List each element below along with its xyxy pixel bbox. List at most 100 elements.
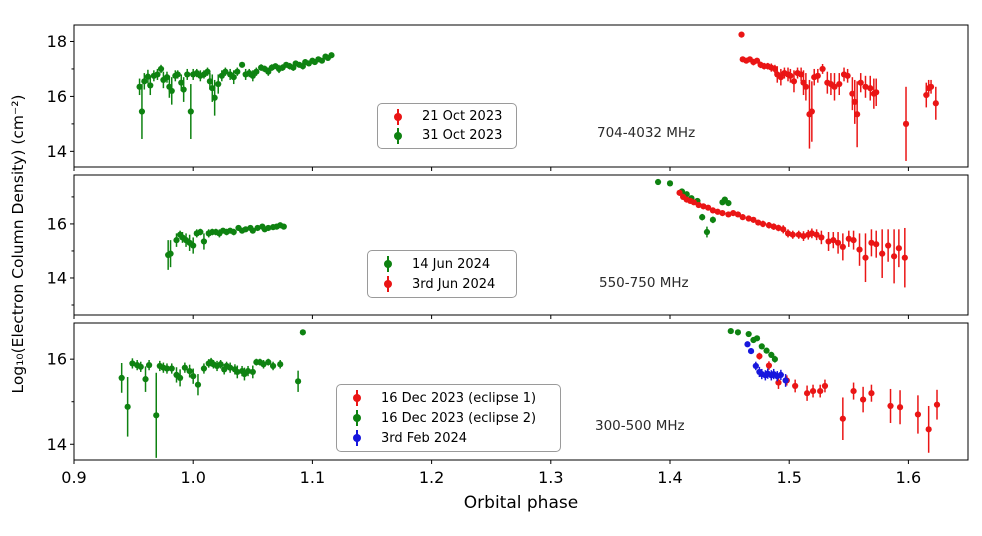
data-point: [780, 226, 787, 233]
x-tick-label: 1.3: [538, 468, 563, 487]
data-point: [294, 378, 302, 385]
legend-label: 31 Oct 2023: [422, 128, 503, 143]
data-point: [709, 216, 717, 223]
data-point: [277, 361, 284, 368]
data-point: [144, 73, 152, 80]
data-point: [868, 239, 875, 246]
data-point: [895, 245, 902, 252]
legend-label: 3rd Jun 2024: [412, 276, 496, 292]
data-point: [168, 365, 175, 372]
data-point: [725, 200, 732, 207]
data-point: [690, 199, 697, 206]
data-point: [118, 374, 125, 381]
data-point: [775, 224, 782, 232]
data-point: [705, 204, 712, 211]
data-point: [745, 330, 752, 338]
data-point: [857, 79, 864, 86]
data-point: [695, 201, 702, 209]
data-point: [739, 214, 746, 221]
data-point: [759, 220, 767, 228]
data-point: [197, 228, 204, 236]
y-tick-label: 14: [47, 435, 67, 454]
data-point: [753, 57, 761, 64]
data-point: [234, 68, 241, 75]
data-point: [768, 351, 775, 359]
band-label-bottom: 300-500 MHz: [595, 418, 685, 434]
data-point: [280, 223, 287, 230]
data-point: [831, 83, 838, 90]
legend-errorbar-marker-icon: [351, 409, 363, 427]
data-point: [136, 83, 143, 90]
series-14-jun-2024: [165, 178, 732, 270]
data-point: [860, 396, 867, 403]
data-point: [849, 90, 856, 97]
data-point: [230, 228, 237, 236]
data-point: [190, 373, 197, 380]
data-point: [222, 68, 229, 75]
data-point: [190, 242, 197, 249]
data-point: [887, 402, 894, 410]
data-point: [209, 85, 216, 92]
data-point: [215, 80, 222, 88]
data-point: [218, 72, 225, 79]
data-point: [328, 52, 335, 59]
y-tick-label: 16: [47, 350, 67, 369]
data-point: [138, 108, 146, 115]
legend-errorbar-marker-icon: [351, 389, 363, 407]
band-label-middle: 550-750 MHz: [599, 275, 689, 291]
legend-label: 21 Oct 2023: [422, 109, 503, 124]
data-point: [821, 382, 829, 390]
data-point: [176, 374, 184, 381]
data-point: [734, 211, 742, 218]
data-point: [700, 203, 707, 210]
series-16-dec-2023-eclipse-2: [118, 327, 778, 458]
data-point: [802, 83, 809, 90]
data-point: [825, 238, 832, 245]
data-point: [249, 368, 256, 376]
data-point: [157, 65, 165, 73]
data-point: [901, 254, 908, 261]
data-point: [168, 87, 175, 95]
data-point: [129, 360, 136, 367]
panel-bottom: 0.9 1.0 1.1 1.2 1.3 1.4 1.5 1.6 14 16: [47, 322, 969, 487]
legend-marker-dot: [394, 112, 402, 121]
legend-label: 14 Jun 2024: [412, 256, 491, 272]
data-point: [154, 71, 161, 78]
data-point: [753, 335, 761, 342]
data-point: [178, 79, 185, 86]
data-point: [755, 219, 762, 226]
legend-errorbar-marker-icon: [351, 429, 363, 447]
data-point: [318, 57, 326, 64]
legend-panel-top: 21 Oct 2023 31 Oct 2023: [377, 103, 517, 149]
y-tick-label: 16: [47, 87, 67, 106]
data-point: [792, 382, 799, 390]
legend-label: 16 Dec 2023 (eclipse 1): [381, 390, 537, 406]
data-point: [873, 89, 880, 96]
data-point: [142, 376, 149, 383]
data-point: [813, 231, 820, 238]
legend-marker-dot: [353, 414, 361, 422]
data-point: [186, 367, 193, 375]
data-point: [173, 237, 180, 244]
legend-errorbar-marker-icon: [392, 127, 404, 145]
data-point: [765, 362, 773, 369]
legend-item: 3rd Feb 2024: [345, 429, 552, 447]
data-point: [299, 329, 306, 336]
data-point: [141, 78, 148, 85]
legend-label: 16 Dec 2023 (eclipse 2): [381, 410, 537, 426]
data-point: [730, 210, 737, 217]
data-point: [745, 215, 752, 222]
data-point: [249, 72, 256, 79]
legend-errorbar-marker-icon: [392, 108, 404, 126]
legend-label: 3rd Feb 2024: [381, 430, 468, 446]
data-point: [758, 343, 765, 350]
data-point: [851, 98, 858, 106]
data-point: [750, 216, 757, 223]
data-point: [803, 390, 811, 397]
data-point: [709, 207, 717, 214]
series-31-oct-2023: [136, 52, 335, 139]
data-point: [862, 83, 869, 90]
data-point: [914, 411, 922, 418]
legend-panel-bottom: 16 Dec 2023 (eclipse 1) 16 Dec 2023 (ecli…: [336, 384, 561, 452]
